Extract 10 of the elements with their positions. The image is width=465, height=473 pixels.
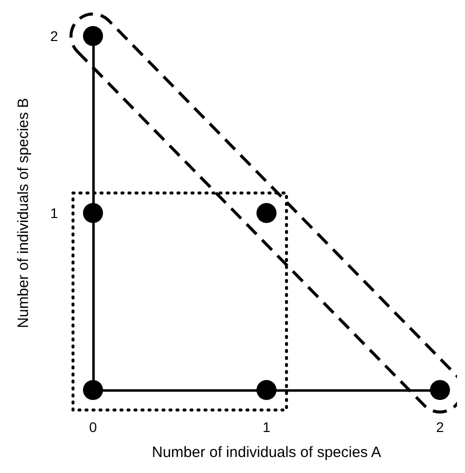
x-tick-label: 2 xyxy=(436,419,444,435)
point xyxy=(83,380,103,400)
point xyxy=(83,26,103,46)
point xyxy=(430,380,450,400)
x-tick-label: 0 xyxy=(89,419,98,435)
x-tick-label: 1 xyxy=(262,419,271,435)
y-axis-title: Number of individuals of species B xyxy=(15,98,32,328)
x-axis-title: Number of individuals of species A xyxy=(152,444,382,461)
point xyxy=(256,380,276,400)
point xyxy=(83,203,103,223)
